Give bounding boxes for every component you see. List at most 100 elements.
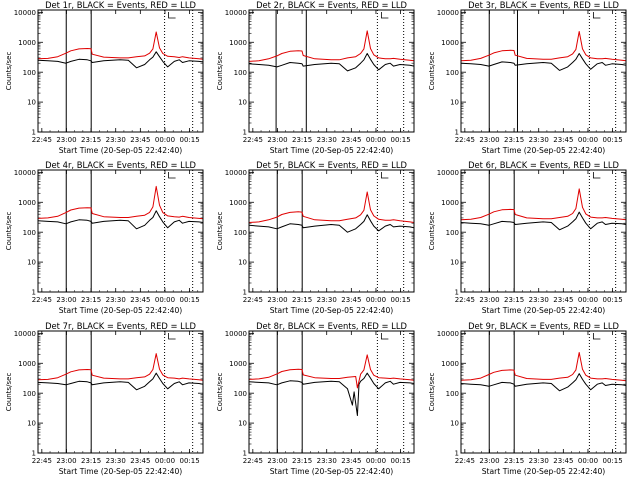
y-axis-label: Counts/sec bbox=[216, 212, 224, 251]
interval-bracket-marker bbox=[592, 12, 601, 19]
y-tick-label: 1 bbox=[243, 289, 247, 297]
series-line-lld bbox=[248, 354, 415, 389]
y-tick-label: 10000 bbox=[437, 169, 459, 177]
chart-panel-2: Det 2r, BLACK = Events, RED = LLD Counts/… bbox=[216, 0, 415, 155]
y-tick-label: 10000 bbox=[437, 9, 459, 17]
chart-title: Det 3r, BLACK = Events, RED = LLD bbox=[468, 0, 619, 10]
x-tick-label: 22:45 bbox=[455, 457, 475, 465]
x-tick-label: 23:15 bbox=[292, 457, 312, 465]
x-tick-label: 00:15 bbox=[179, 136, 199, 144]
x-tick-label: 22:45 bbox=[32, 457, 52, 465]
y-tick-label: 100 bbox=[23, 390, 36, 398]
chart-title: Det 4r, BLACK = Events, RED = LLD bbox=[45, 160, 196, 170]
x-tick-label: 23:15 bbox=[81, 457, 101, 465]
chart-title: Det 5r, BLACK = Events, RED = LLD bbox=[256, 160, 407, 170]
y-tick-label: 10 bbox=[27, 420, 36, 428]
x-tick-label: 23:45 bbox=[341, 457, 361, 465]
y-axis-label: Counts/sec bbox=[428, 373, 436, 412]
y-tick-label: 100 bbox=[23, 229, 36, 237]
y-tick-label: 10 bbox=[450, 259, 459, 267]
x-tick-label: 23:45 bbox=[553, 296, 573, 304]
x-tick-label: 00:15 bbox=[390, 296, 410, 304]
x-tick-label: 23:15 bbox=[504, 457, 524, 465]
interval-bracket-marker bbox=[380, 12, 389, 19]
series-line-events bbox=[248, 372, 415, 416]
y-tick-label: 10000 bbox=[14, 169, 36, 177]
y-tick-label: 10000 bbox=[14, 330, 36, 338]
interval-bracket-marker bbox=[168, 12, 176, 19]
y-tick-label: 10 bbox=[238, 420, 247, 428]
chart-panel-5: Det 5r, BLACK = Events, RED = LLD Counts/… bbox=[216, 160, 415, 315]
y-tick-label: 10000 bbox=[225, 330, 247, 338]
x-tick-label: 23:15 bbox=[81, 136, 101, 144]
y-tick-label: 1000 bbox=[18, 199, 36, 207]
y-tick-label: 1000 bbox=[18, 39, 36, 47]
x-tick-label: 23:45 bbox=[553, 136, 573, 144]
chart-title: Det 2r, BLACK = Events, RED = LLD bbox=[256, 0, 407, 10]
x-tick-label: 23:15 bbox=[504, 136, 524, 144]
x-tick-label: 23:45 bbox=[130, 457, 150, 465]
x-tick-label: 22:45 bbox=[455, 296, 475, 304]
x-tick-label: 23:00 bbox=[56, 296, 76, 304]
x-tick-label: 00:00 bbox=[578, 296, 598, 304]
y-tick-label: 1000 bbox=[18, 360, 36, 368]
x-tick-label: 23:15 bbox=[81, 296, 101, 304]
x-tick-label: 23:15 bbox=[292, 136, 312, 144]
x-tick-label: 00:15 bbox=[602, 296, 622, 304]
x-tick-label: 00:15 bbox=[179, 296, 199, 304]
x-tick-label: 00:00 bbox=[578, 457, 598, 465]
x-tick-label: 23:45 bbox=[553, 457, 573, 465]
chart-panel-1: Det 1r, BLACK = Events, RED = LLD Counts/… bbox=[5, 0, 204, 155]
y-tick-label: 1 bbox=[455, 129, 459, 137]
x-tick-label: 23:00 bbox=[267, 296, 287, 304]
chart-panel-9: Det 9r, BLACK = Events, RED = LLD Counts/… bbox=[428, 321, 627, 476]
x-tick-label: 22:45 bbox=[243, 136, 263, 144]
x-tick-label: 23:30 bbox=[317, 457, 337, 465]
y-tick-label: 1000 bbox=[229, 360, 247, 368]
chart-panel-6: Det 6r, BLACK = Events, RED = LLD Counts/… bbox=[428, 160, 627, 315]
x-tick-label: 22:45 bbox=[455, 136, 475, 144]
x-tick-label: 23:00 bbox=[479, 136, 499, 144]
interval-bracket-marker bbox=[592, 333, 601, 340]
series-line-events bbox=[37, 51, 204, 69]
x-axis-label: Start Time (20-Sep-05 22:42:40) bbox=[482, 146, 606, 155]
y-axis-label: Counts/sec bbox=[5, 52, 13, 91]
y-tick-label: 1000 bbox=[441, 199, 459, 207]
series-line-lld bbox=[248, 191, 415, 223]
y-tick-label: 1000 bbox=[229, 39, 247, 47]
y-tick-label: 10 bbox=[27, 259, 36, 267]
x-tick-label: 23:30 bbox=[317, 136, 337, 144]
series-line-lld bbox=[460, 188, 627, 221]
series-line-lld bbox=[37, 31, 204, 60]
x-tick-label: 23:00 bbox=[267, 136, 287, 144]
series-line-lld bbox=[460, 352, 627, 382]
x-tick-label: 23:15 bbox=[292, 296, 312, 304]
y-tick-label: 10 bbox=[238, 259, 247, 267]
x-tick-label: 00:15 bbox=[390, 136, 410, 144]
series-line-events bbox=[37, 372, 204, 391]
x-axis-label: Start Time (20-Sep-05 22:42:40) bbox=[270, 146, 394, 155]
x-axis-label: Start Time (20-Sep-05 22:42:40) bbox=[482, 467, 606, 476]
series-line-events bbox=[248, 214, 415, 233]
x-tick-label: 22:45 bbox=[243, 296, 263, 304]
x-tick-label: 23:30 bbox=[529, 296, 549, 304]
series-line-events bbox=[37, 210, 204, 230]
interval-bracket-marker bbox=[168, 333, 176, 340]
x-tick-label: 23:15 bbox=[504, 296, 524, 304]
x-tick-label: 23:30 bbox=[317, 296, 337, 304]
x-axis-label: Start Time (20-Sep-05 22:42:40) bbox=[59, 306, 183, 315]
x-tick-label: 00:00 bbox=[366, 457, 386, 465]
y-tick-label: 1 bbox=[32, 129, 36, 137]
x-tick-label: 23:45 bbox=[130, 136, 150, 144]
y-tick-label: 100 bbox=[23, 69, 36, 77]
y-tick-label: 100 bbox=[446, 390, 459, 398]
y-tick-label: 10000 bbox=[225, 9, 247, 17]
plot-frame bbox=[460, 330, 627, 454]
plot-frame bbox=[248, 9, 415, 133]
interval-bracket-marker bbox=[168, 172, 176, 179]
x-tick-label: 00:00 bbox=[155, 136, 175, 144]
chart-panel-7: Det 7r, BLACK = Events, RED = LLD Counts/… bbox=[5, 321, 204, 476]
y-tick-label: 100 bbox=[234, 229, 247, 237]
plot-frame bbox=[460, 9, 627, 133]
chart-panel-4: Det 4r, BLACK = Events, RED = LLD Counts/… bbox=[5, 160, 204, 315]
